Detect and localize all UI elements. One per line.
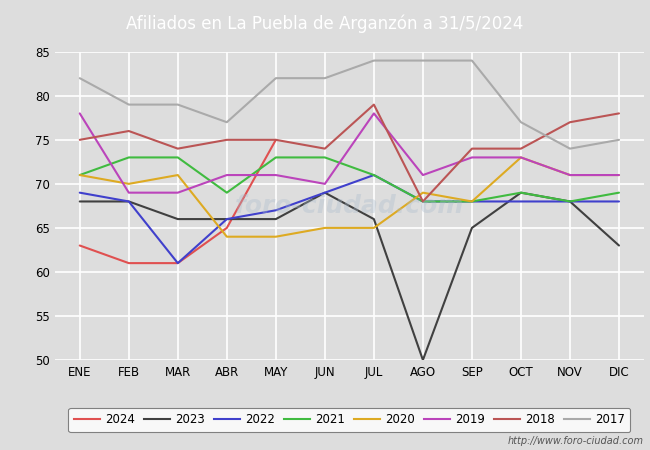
Text: foro-ciudad.com: foro-ciudad.com — [235, 194, 464, 218]
Text: http://www.foro-ciudad.com: http://www.foro-ciudad.com — [508, 436, 644, 446]
Text: Afiliados en La Puebla de Arganzón a 31/5/2024: Afiliados en La Puebla de Arganzón a 31/… — [126, 14, 524, 33]
Legend: 2024, 2023, 2022, 2021, 2020, 2019, 2018, 2017: 2024, 2023, 2022, 2021, 2020, 2019, 2018… — [68, 408, 630, 432]
